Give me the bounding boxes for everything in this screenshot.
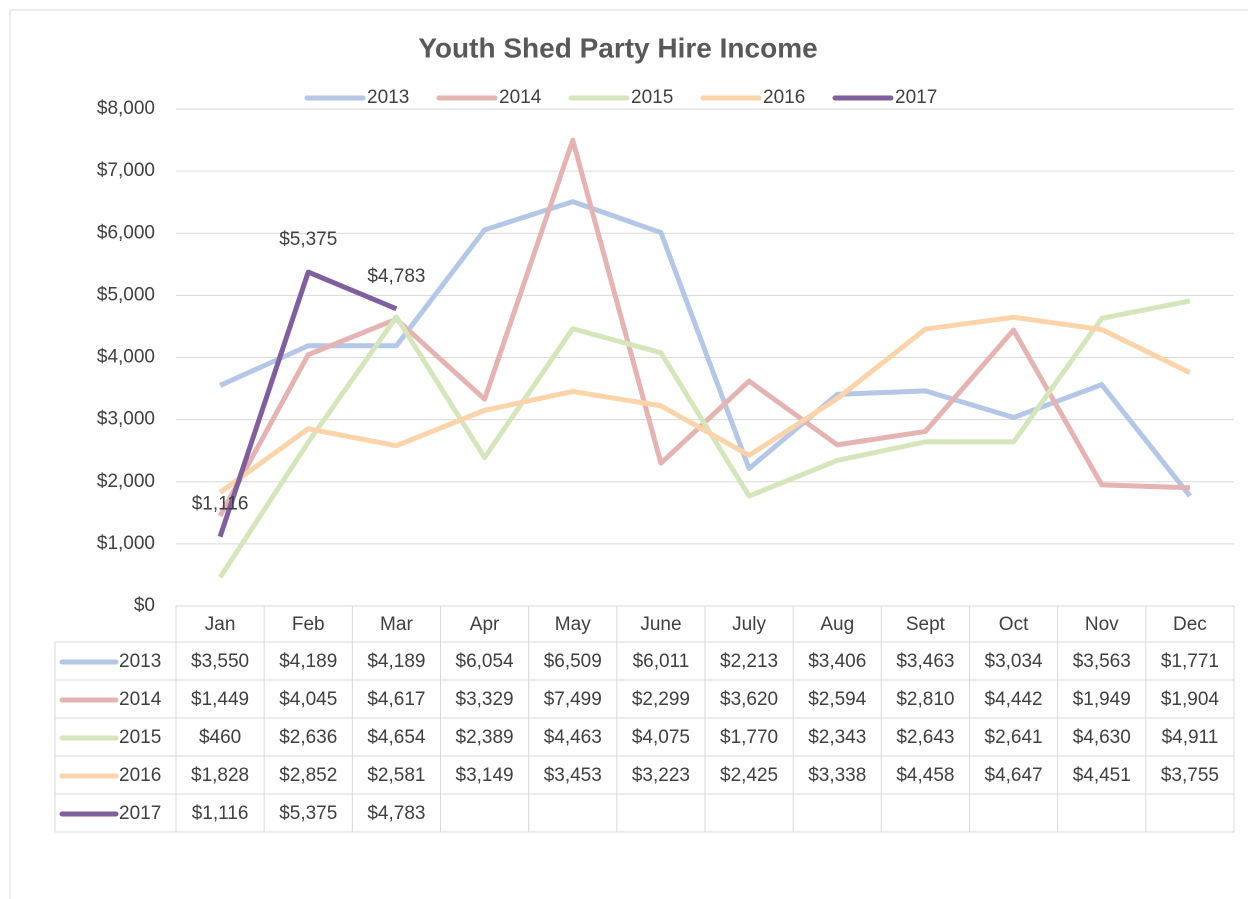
table-cell: $7,499 <box>544 689 602 710</box>
table-cell: $4,075 <box>632 727 690 748</box>
y-tick-label: $8,000 <box>97 98 155 119</box>
table-cell: $3,338 <box>808 765 866 786</box>
data-label: $1,116 <box>192 494 249 515</box>
table-cell: $3,453 <box>544 765 602 786</box>
table-cell: $2,641 <box>985 727 1043 748</box>
table-cell: $4,189 <box>279 651 337 672</box>
table-cell: $3,223 <box>632 765 690 786</box>
table-series-name: 2016 <box>119 765 161 786</box>
table-series-name: 2014 <box>119 689 162 710</box>
table-cell: $2,213 <box>720 651 778 672</box>
table-cell: $2,581 <box>367 765 425 786</box>
x-tick-label: Sept <box>906 614 946 635</box>
table-cell: $3,034 <box>985 651 1044 672</box>
y-tick-label: $0 <box>134 595 155 616</box>
legend-label: 2014 <box>499 87 542 108</box>
data-label: $5,375 <box>279 229 337 250</box>
table-cell: $4,463 <box>544 727 602 748</box>
table-cell: $4,630 <box>1073 727 1131 748</box>
table-cell: $2,852 <box>279 765 337 786</box>
table-cell: $460 <box>199 727 241 748</box>
series-line <box>219 199 1192 498</box>
y-tick-label: $1,000 <box>97 533 155 554</box>
series-line <box>218 314 1192 495</box>
x-tick-label: Dec <box>1173 614 1207 635</box>
table-cell: $4,045 <box>279 689 337 710</box>
table-cell: $2,343 <box>808 727 866 748</box>
y-tick-label: $7,000 <box>97 160 155 181</box>
x-tick-label: July <box>732 614 766 635</box>
chart-title: Youth Shed Party Hire Income <box>418 32 817 63</box>
table-cell: $3,563 <box>1073 651 1131 672</box>
x-tick-label: Jan <box>205 614 236 635</box>
table-cell: $1,449 <box>191 689 249 710</box>
table-cell: $1,904 <box>1161 689 1220 710</box>
data-label: $4,783 <box>367 266 425 287</box>
table-cell: $1,770 <box>720 727 778 748</box>
table-cell: $3,755 <box>1161 765 1219 786</box>
table-cell: $2,636 <box>279 727 337 748</box>
table-cell: $2,810 <box>896 689 954 710</box>
series-line <box>217 298 1191 579</box>
x-tick-label: Mar <box>380 614 413 635</box>
x-tick-label: Aug <box>820 614 854 635</box>
x-tick-label: May <box>555 614 591 635</box>
table-cell: $6,011 <box>633 651 690 672</box>
x-tick-label: Feb <box>292 614 325 635</box>
legend-label: 2017 <box>895 87 937 108</box>
table-cell: $6,054 <box>456 651 515 672</box>
x-tick-label: Nov <box>1085 614 1119 635</box>
table-cell: $2,594 <box>808 689 867 710</box>
table-cell: $4,458 <box>896 765 954 786</box>
table-cell: $6,509 <box>544 651 602 672</box>
x-tick-label: Apr <box>470 614 500 635</box>
table-cell: $4,783 <box>367 803 425 824</box>
legend-label: 2016 <box>763 87 805 108</box>
table-cell: $4,451 <box>1073 765 1131 786</box>
table-cell: $3,463 <box>896 651 954 672</box>
table-cell: $4,654 <box>367 727 426 748</box>
chart-frame <box>9 9 1248 899</box>
table-cell: $2,425 <box>720 765 778 786</box>
legend-label: 2013 <box>367 87 409 108</box>
y-tick-label: $2,000 <box>97 471 155 492</box>
table-cell: $4,617 <box>367 689 425 710</box>
table-cell: $1,116 <box>192 803 249 824</box>
y-tick-label: $4,000 <box>97 347 155 368</box>
x-tick-label: Oct <box>999 614 1029 635</box>
table-cell: $4,911 <box>1162 727 1219 748</box>
table-cell: $2,299 <box>632 689 690 710</box>
table-cell: $3,149 <box>456 765 514 786</box>
table-cell: $2,643 <box>896 727 954 748</box>
table-cell: $2,389 <box>456 727 514 748</box>
table-cell: $4,647 <box>985 765 1043 786</box>
table-cell: $3,620 <box>720 689 778 710</box>
table-cell: $1,771 <box>1161 651 1219 672</box>
table-cell: $3,550 <box>191 651 249 672</box>
legend-label: 2015 <box>631 87 673 108</box>
table-series-name: 2013 <box>119 651 161 672</box>
y-tick-label: $6,000 <box>97 222 155 243</box>
table-cell: $4,442 <box>985 689 1043 710</box>
table-series-name: 2017 <box>119 803 161 824</box>
table-cell: $5,375 <box>279 803 337 824</box>
y-tick-label: $5,000 <box>97 284 155 305</box>
x-tick-label: June <box>640 614 681 635</box>
table-cell: $1,949 <box>1073 689 1131 710</box>
table-series-name: 2015 <box>119 727 161 748</box>
table-cell: $4,189 <box>367 651 425 672</box>
series-line <box>217 269 398 538</box>
table-cell: $1,828 <box>191 765 249 786</box>
table-cell: $3,406 <box>808 651 866 672</box>
table-cell: $3,329 <box>456 689 514 710</box>
y-tick-label: $3,000 <box>97 409 155 430</box>
